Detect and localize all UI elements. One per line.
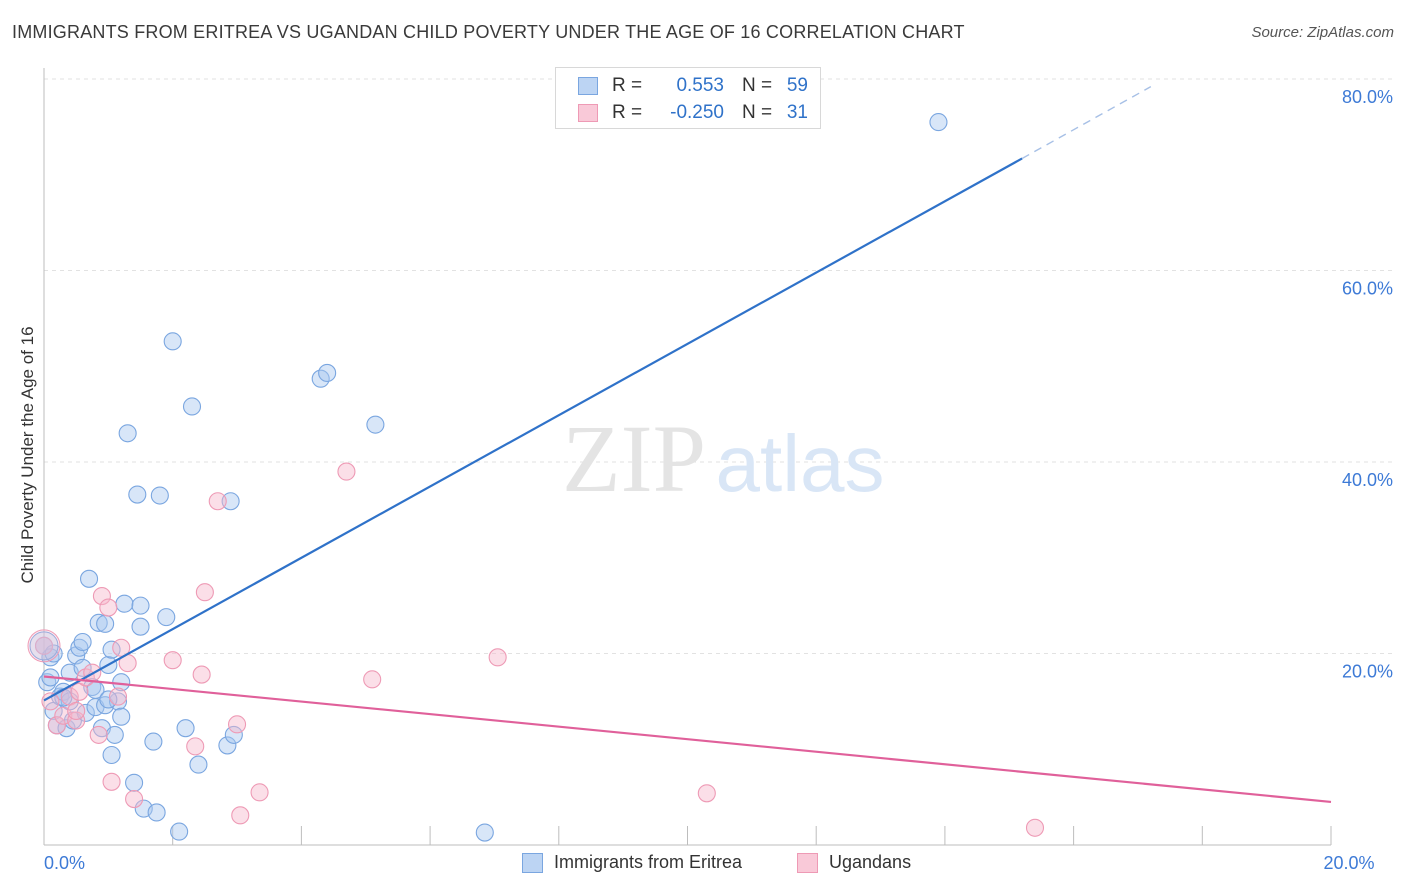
trendline-ugandans [43, 675, 1332, 804]
legend-n-value: 59 [786, 75, 808, 96]
legend-swatch-pink [797, 852, 818, 873]
point-ugandans [1025, 818, 1045, 837]
point-eritrea [115, 594, 134, 613]
legend-row-eritrea: R = 0.553 N = 59 [578, 73, 808, 99]
legend-n-label: N = [742, 102, 773, 123]
point-ugandans [228, 715, 247, 734]
point-ugandans [67, 711, 86, 730]
point-ugandans [112, 638, 131, 657]
point-eritrea [170, 822, 189, 841]
point-eritrea [318, 363, 337, 383]
point-eritrea [144, 732, 163, 751]
legend-item-eritrea[interactable]: Immigrants from Eritrea [522, 852, 742, 873]
point-eritrea [157, 608, 176, 627]
point-ugandans [47, 716, 66, 735]
y-tick-label: 20.0% [1342, 662, 1393, 682]
point-eritrea [929, 113, 948, 132]
trendline-eritrea [43, 157, 1023, 702]
point-ugandans [92, 586, 111, 606]
point-eritrea [147, 803, 166, 822]
point-eritrea [131, 617, 150, 636]
point-ugandans [488, 648, 507, 667]
point-ugandans [67, 701, 86, 721]
legend-row-ugandans: R = -0.250 N = 31 [578, 100, 808, 126]
point-eritrea [221, 492, 240, 511]
point-eritrea [79, 569, 99, 588]
trendline-eritrea-extension [1021, 86, 1152, 160]
legend-label-eritrea: Immigrants from Eritrea [554, 852, 743, 872]
series-legend: Immigrants from Eritrea Ugandans [0, 852, 1406, 878]
y-tick-label: 80.0% [1342, 87, 1393, 107]
point-ugandans [186, 737, 205, 756]
source-label: Source: ZipAtlas.com [1251, 24, 1394, 41]
point-eritrea [189, 755, 208, 774]
point-eritrea [366, 415, 385, 434]
point-eritrea [176, 719, 195, 738]
correlation-legend: R = 0.553 N = 59 R = -0.250 N = 31 [555, 67, 821, 129]
point-eritrea [96, 614, 115, 633]
point-ugandans [163, 651, 182, 670]
grid-layer [44, 78, 1393, 654]
y-axis-label: Child Poverty Under the Age of 16 [18, 326, 37, 584]
point-eritrea [125, 773, 144, 792]
point-eritrea [102, 745, 121, 765]
legend-label-ugandans: Ugandans [829, 852, 912, 872]
x-tick-label: 20.0% [1323, 853, 1374, 873]
legend-n-label: N = [742, 75, 773, 96]
point-ugandans [108, 687, 128, 706]
point-ugandans [102, 772, 121, 791]
tick-labels: 20.0% 40.0% 60.0% 80.0% 0.0% 20.0% [44, 87, 1393, 873]
legend-item-ugandans[interactable]: Ugandans [797, 852, 911, 873]
point-eritrea [89, 613, 108, 632]
point-eritrea [163, 332, 182, 351]
watermark: ZIP atlas [562, 405, 884, 512]
point-ugandans [250, 783, 269, 802]
watermark-zip: ZIP [562, 405, 706, 512]
point-eritrea [150, 486, 169, 505]
legend-swatch-pink [578, 104, 598, 122]
point-ugandans [231, 806, 250, 825]
point-ugandans [89, 725, 108, 744]
point-ugandans [41, 692, 60, 711]
point-ugandans [697, 784, 716, 803]
point-eritrea [73, 632, 92, 652]
point-ugandans [208, 492, 227, 511]
point-ugandans [34, 636, 54, 655]
point-eritrea [131, 596, 150, 615]
point-ugandans [125, 789, 144, 809]
point-eritrea [128, 485, 147, 504]
points-layer [27, 113, 1045, 842]
watermark-atlas: atlas [716, 419, 885, 508]
point-ugandans [363, 670, 382, 689]
point-eritrea [475, 823, 494, 842]
point-eritrea [118, 424, 137, 443]
chart-title: IMMIGRANTS FROM ERITREA VS UGANDAN CHILD… [12, 22, 965, 42]
point-eritrea [112, 707, 131, 726]
axis-layer [43, 68, 1332, 846]
point-eritrea [73, 658, 92, 677]
y-tick-label: 40.0% [1342, 470, 1393, 490]
legend-swatch-blue [522, 852, 543, 873]
point-eritrea [224, 725, 243, 744]
legend-r-label: R = [612, 102, 643, 123]
legend-r-label: R = [612, 75, 643, 96]
point-ugandans-large [27, 629, 61, 663]
legend-swatch-blue [578, 77, 598, 95]
point-eritrea [70, 638, 89, 657]
point-ugandans [195, 583, 214, 602]
point-ugandans [99, 598, 118, 617]
legend-r-value: 0.553 [676, 75, 724, 96]
point-eritrea-large [29, 631, 59, 661]
point-ugandans [337, 462, 356, 481]
legend-r-value: -0.250 [670, 102, 724, 123]
point-eritrea [182, 397, 202, 416]
trend-layer [43, 86, 1332, 804]
y-tick-label: 60.0% [1342, 279, 1393, 299]
point-eritrea [105, 725, 124, 744]
legend-n-value: 31 [786, 102, 808, 123]
point-eritrea [218, 736, 237, 755]
x-tick-label: 0.0% [44, 853, 85, 873]
point-ugandans [192, 665, 211, 684]
